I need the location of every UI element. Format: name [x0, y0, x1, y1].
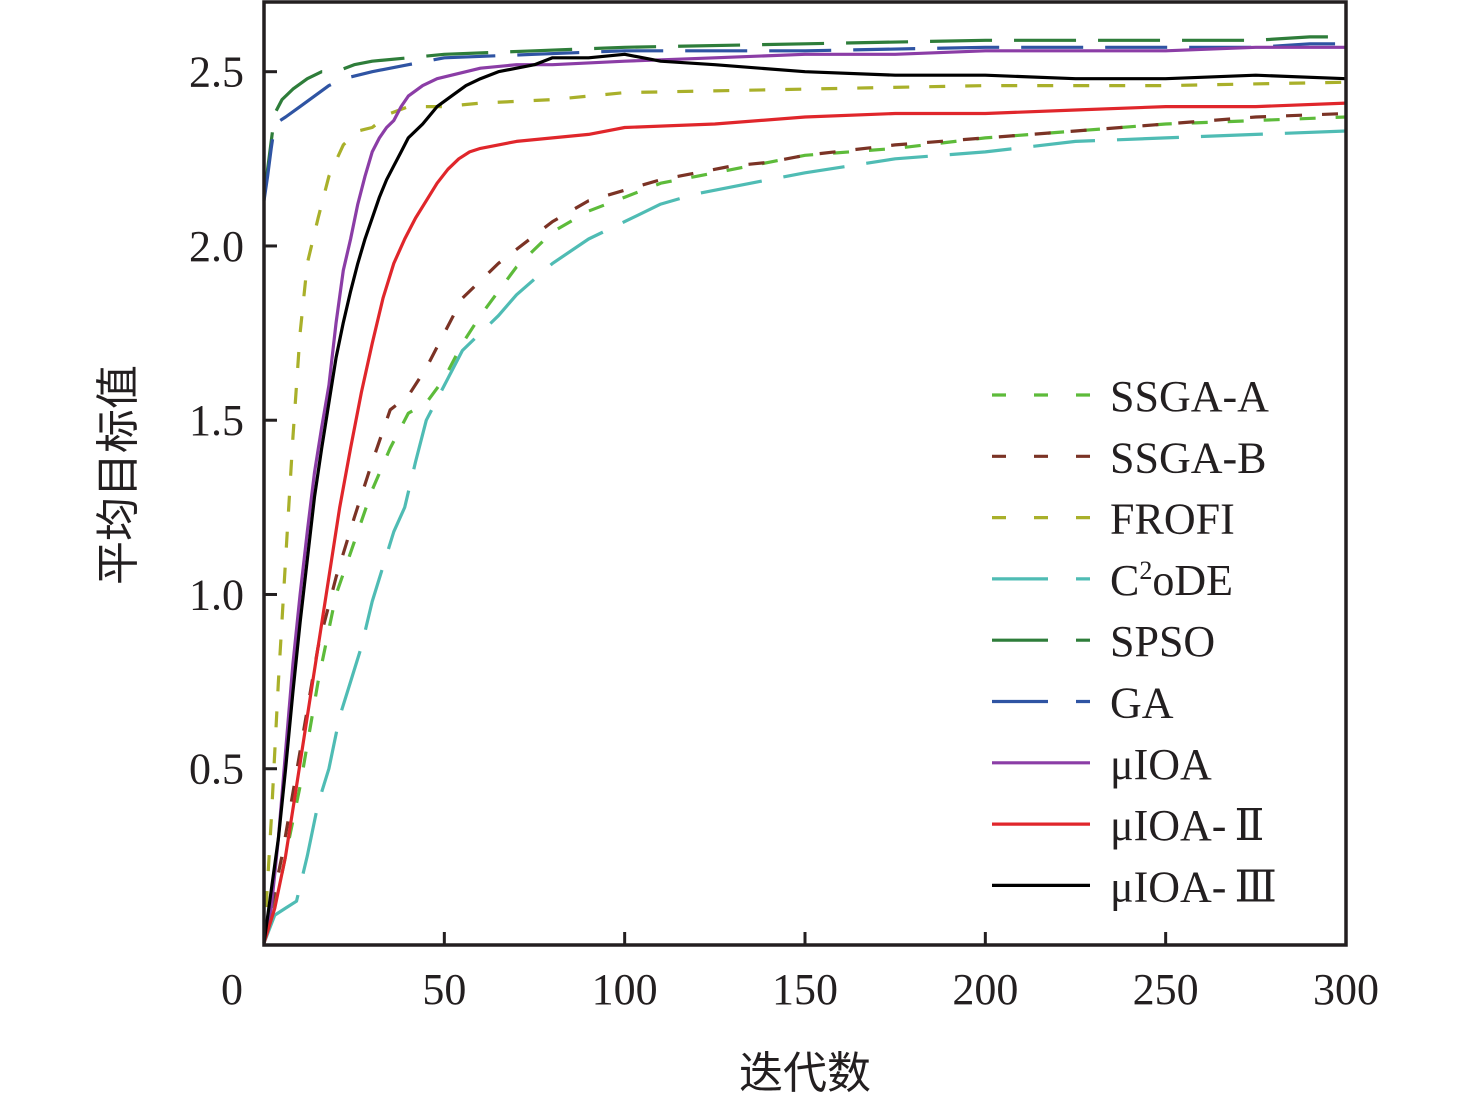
legend-item: SSGA-A: [992, 372, 1269, 421]
legend-label-superscript: 2: [1139, 556, 1152, 585]
legend-item: FROFI: [992, 495, 1235, 544]
y-tick-label: 1.5: [189, 396, 244, 445]
legend-item: μIOA- Ⅱ: [992, 800, 1264, 851]
legend-item: SSGA-B: [992, 433, 1267, 482]
legend-label: μIOA: [1110, 740, 1212, 789]
series-line-ga: [262, 42, 1346, 201]
legend-item: C2oDE: [992, 556, 1233, 605]
x-tick-label: 150: [772, 965, 838, 1014]
series-layer: [262, 35, 1347, 944]
legend-item: μIOA: [992, 740, 1212, 789]
x-tick-label: 300: [1313, 965, 1379, 1014]
legend-label-text: μIOA: [1110, 740, 1212, 789]
series-line-frofi: [262, 80, 1347, 944]
legend-label-text: GA: [1110, 679, 1174, 728]
y-tick-label: 2.5: [189, 48, 244, 97]
x-tick-label: 100: [592, 965, 658, 1014]
x-tick-label: 250: [1133, 965, 1199, 1014]
legend-label-text: μIOA-: [1110, 801, 1226, 850]
x-tick-label: 0: [221, 965, 243, 1014]
legend-item: μIOA- Ⅲ: [992, 861, 1277, 912]
y-axis-title: 平均目标值: [93, 365, 144, 585]
y-tick-label: 2.0: [189, 222, 244, 271]
x-axis: 0 50 100 150 200 250 300: [221, 932, 1379, 1014]
legend-label-text: C: [1110, 556, 1139, 605]
y-axis: 0.5 1.0 1.5 2.0 2.5: [189, 48, 277, 794]
x-tick-label: 50: [422, 965, 466, 1014]
legend-label-tail: oDE: [1152, 556, 1233, 605]
legend-item: GA: [992, 679, 1174, 728]
legend-label-text: μIOA-: [1110, 862, 1226, 911]
legend-label-text: FROFI: [1110, 495, 1235, 544]
series-line-ssga-a: [262, 115, 1347, 944]
series-line-ssga-b: [262, 111, 1347, 944]
legend-label: C2oDE: [1110, 556, 1233, 605]
legend-label-roman: Ⅱ: [1234, 800, 1264, 851]
legend-label: SSGA-B: [1110, 433, 1267, 482]
y-tick-label: 1.0: [189, 570, 244, 619]
legend-label: μIOA- Ⅲ: [1110, 861, 1277, 912]
series-line--ioa-: [262, 52, 1347, 944]
series-line--ioa-: [262, 101, 1347, 944]
legend-label: FROFI: [1110, 495, 1235, 544]
legend-label-text: SSGA-B: [1110, 433, 1267, 482]
series-line--ioa: [262, 45, 1346, 944]
x-axis-title: 迭代数: [739, 1048, 871, 1099]
legend-label-text: SPSO: [1110, 617, 1215, 666]
legend-label: GA: [1110, 679, 1174, 728]
series-line-c2ode: [262, 129, 1347, 944]
legend-label: SSGA-A: [1110, 372, 1269, 421]
legend-label-roman: Ⅲ: [1234, 861, 1276, 912]
x-tick-label: 200: [952, 965, 1018, 1014]
y-tick-label: 0.5: [189, 745, 244, 794]
legend-label: μIOA- Ⅱ: [1110, 800, 1264, 851]
legend-item: SPSO: [992, 617, 1215, 666]
series-line-spso: [262, 35, 1346, 194]
legend-label-text: SSGA-A: [1110, 372, 1269, 421]
legend-label: SPSO: [1110, 617, 1215, 666]
